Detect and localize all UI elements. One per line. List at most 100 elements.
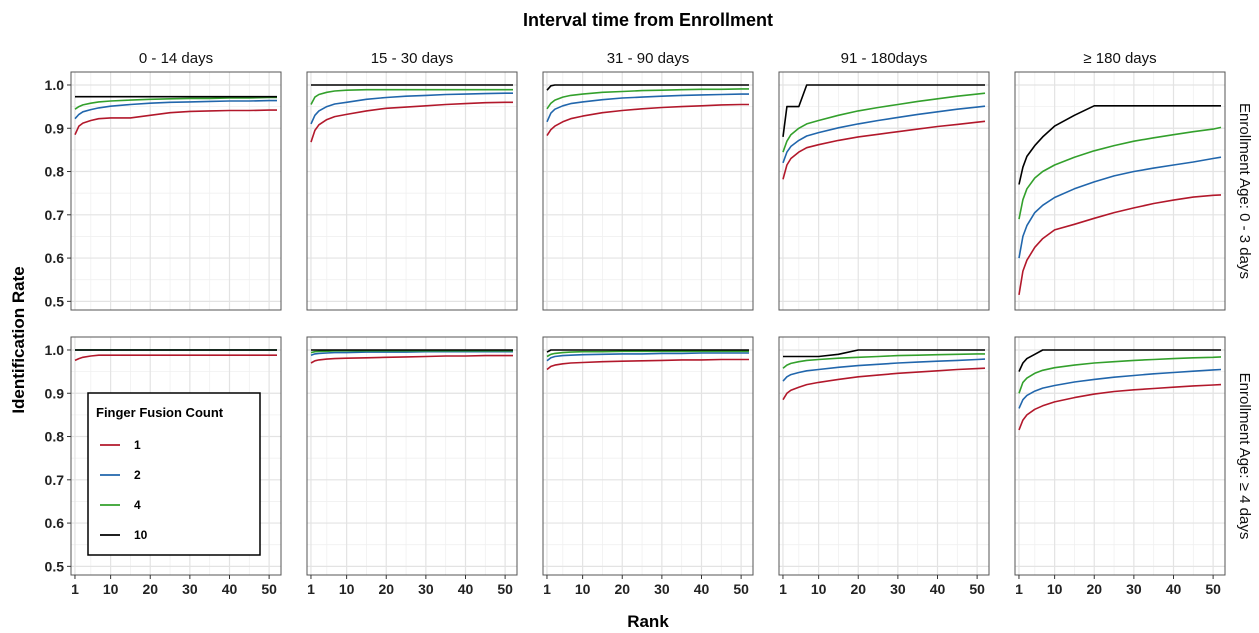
facet-panel: 1 10 20 30 40 50 <box>1014 336 1226 597</box>
y-tick-label: 0.5 <box>45 558 65 574</box>
series-line-1 <box>546 103 749 137</box>
series-line-2 <box>310 350 513 356</box>
panel-border <box>1014 71 1226 311</box>
y-tick-label: 0.7 <box>45 472 65 488</box>
panel-border <box>1014 336 1226 576</box>
x-tick-label: 40 <box>222 581 238 597</box>
y-tick-label: 0.7 <box>45 207 65 223</box>
y-tick-label: 0.9 <box>45 120 65 136</box>
panel-background <box>1015 72 1225 310</box>
series-line-1 <box>782 120 986 180</box>
row-strip-label: Enrollment Age: ≥ 4 days <box>1236 373 1253 540</box>
column-strip-label: 91 - 180days <box>841 50 928 67</box>
panel-border <box>778 71 990 311</box>
series-line-2 <box>546 352 749 362</box>
y-tick-label: 0.9 <box>45 385 65 401</box>
y-tick-label: 0.5 <box>45 293 65 309</box>
panel-border <box>542 71 754 311</box>
x-tick-label: 10 <box>103 581 119 597</box>
series-line-10 <box>546 349 749 353</box>
row-strip-label: Enrollment Age: 0 - 3 days <box>1236 103 1253 279</box>
panel-background <box>543 72 753 310</box>
facet-panel <box>306 71 518 311</box>
series-line-4 <box>782 353 985 369</box>
x-tick-label: 20 <box>614 581 630 597</box>
panel-grid: 0 - 14 days 15 - 30 days 31 - 90 days 91 - … <box>45 50 1253 597</box>
panel-background <box>779 337 989 575</box>
series-line-1 <box>74 354 277 362</box>
x-tick-label: 40 <box>458 581 474 597</box>
series-line-4 <box>546 88 749 110</box>
x-tick-label: 10 <box>575 581 591 597</box>
x-axis-title: Rank <box>627 612 669 631</box>
legend-title: Finger Fusion Count <box>96 405 224 420</box>
x-tick-label: 1 <box>779 581 787 597</box>
series-line-2 <box>782 105 986 164</box>
panel-background <box>543 337 753 575</box>
x-tick-label: 10 <box>811 581 827 597</box>
x-tick-label: 1 <box>543 581 551 597</box>
column-strip-label: 15 - 30 days <box>371 50 454 67</box>
y-tick-label: 0.6 <box>45 515 65 531</box>
series-line-2 <box>310 92 513 125</box>
legend-label: 2 <box>134 468 141 482</box>
series-line-2 <box>1018 368 1222 409</box>
series-line-1 <box>782 367 986 401</box>
column-strip-label: ≥ 180 days <box>1083 50 1156 67</box>
y-axis-title: Identification Rate <box>9 266 28 413</box>
x-tick-label: 30 <box>1126 581 1142 597</box>
series-line-2 <box>782 358 986 382</box>
x-tick-label: 50 <box>733 581 749 597</box>
series-line-1 <box>74 109 277 136</box>
panel-border <box>778 336 990 576</box>
series-line-1 <box>1018 194 1222 296</box>
series-line-10 <box>546 84 749 91</box>
series-line-4 <box>546 350 749 358</box>
series-line-4 <box>1018 126 1222 220</box>
series-line-1 <box>310 354 513 364</box>
x-tick-label: 40 <box>1166 581 1182 597</box>
series-line-4 <box>310 88 513 105</box>
facet-panel: 0.5 0.6 0.7 0.8 0.9 1.0 <box>45 71 282 311</box>
legend-label: 10 <box>134 528 148 542</box>
series-line-4 <box>1018 356 1222 394</box>
legend-label: 4 <box>134 498 141 512</box>
x-tick-label: 20 <box>850 581 866 597</box>
series-line-10 <box>783 349 985 358</box>
x-tick-label: 10 <box>339 581 355 597</box>
panel-border <box>542 336 754 576</box>
panel-background <box>307 337 517 575</box>
series-line-2 <box>546 93 749 123</box>
x-tick-label: 30 <box>418 581 434 597</box>
x-tick-label: 10 <box>1047 581 1063 597</box>
x-tick-label: 50 <box>261 581 277 597</box>
series-line-10 <box>782 84 985 138</box>
panel-border <box>306 336 518 576</box>
panel-border <box>306 71 518 311</box>
x-tick-label: 1 <box>1015 581 1023 597</box>
x-tick-label: 1 <box>71 581 79 597</box>
series-line-10 <box>1018 349 1221 372</box>
x-tick-label: 20 <box>1086 581 1102 597</box>
facet-panel: 1 10 20 30 40 50 <box>778 336 990 597</box>
legend: Finger Fusion Count 1 2 4 10 <box>87 392 261 556</box>
series-line-4 <box>74 96 277 110</box>
x-tick-label: 50 <box>497 581 513 597</box>
facet-panel <box>1014 71 1226 311</box>
series-line-10 <box>1018 105 1221 185</box>
series-line-2 <box>74 99 277 120</box>
facet-panel: 1 10 20 30 40 50 <box>542 336 754 597</box>
panel-background <box>779 72 989 310</box>
x-tick-label: 1 <box>307 581 315 597</box>
y-tick-label: 1.0 <box>45 342 65 358</box>
column-strip-label: 31 - 90 days <box>607 50 690 67</box>
y-tick-label: 0.6 <box>45 250 65 266</box>
series-line-1 <box>1018 383 1222 431</box>
legend-box <box>87 392 261 556</box>
facet-panel <box>778 71 990 311</box>
x-tick-label: 40 <box>930 581 946 597</box>
x-tick-label: 30 <box>654 581 670 597</box>
y-tick-label: 0.8 <box>45 164 65 180</box>
x-tick-label: 50 <box>969 581 985 597</box>
